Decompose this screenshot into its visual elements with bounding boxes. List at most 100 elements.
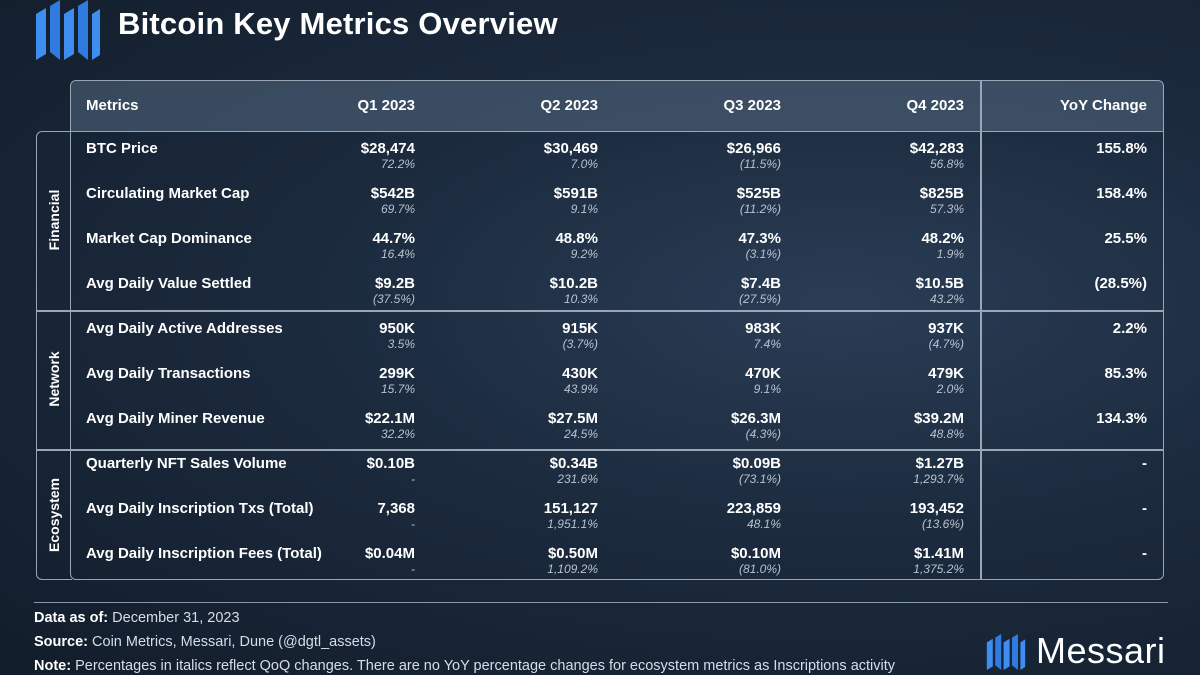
qoq-change: 7.4% <box>753 337 781 351</box>
yoy-value: 85.3% <box>1104 365 1147 382</box>
qoq-change: 3.5% <box>387 337 415 351</box>
qoq-change: 32.2% <box>380 427 415 441</box>
qoq-change: 1,951.1% <box>547 517 598 531</box>
qoq-change: 2.0% <box>936 382 964 396</box>
yoy-value: - <box>1142 500 1147 517</box>
metric-label: Avg Daily Inscription Fees (Total) <box>86 545 322 562</box>
metric-value: 937K <box>928 320 964 337</box>
footer-note-value: Percentages in italics reflect QoQ chang… <box>71 658 896 674</box>
footer-source: Source: Coin Metrics, Messari, Dune (@dg… <box>34 634 376 650</box>
metric-value: $1.41M <box>913 545 964 562</box>
qoq-change: 48.1% <box>746 517 781 531</box>
section-label-financial: Financial <box>46 189 62 251</box>
metric-value: 48.2% <box>921 230 964 247</box>
qoq-change: (73.1%) <box>738 472 781 486</box>
yoy-value: 25.5% <box>1104 230 1147 247</box>
qoq-change: (27.5%) <box>738 292 781 306</box>
metric-value: 44.7% <box>372 230 415 247</box>
qoq-change: 7.0% <box>570 157 598 171</box>
metric-label: Avg Daily Inscription Txs (Total) <box>86 500 314 517</box>
metric-value: $825B <box>919 185 964 202</box>
metric-value: $9.2B <box>374 275 415 292</box>
qoq-change: 72.2% <box>380 157 415 171</box>
metric-value: $525B <box>736 185 781 202</box>
metric-value: $39.2M <box>913 410 964 427</box>
header-metrics: Metrics <box>86 97 139 114</box>
qoq-change: 43.2% <box>929 292 964 306</box>
qoq-change: 1,109.2% <box>547 562 598 576</box>
qoq-change: - <box>411 517 415 531</box>
metric-value: $42,283 <box>909 140 964 157</box>
metric-value: $27.5M <box>547 410 598 427</box>
metric-label: Avg Daily Active Addresses <box>86 320 283 337</box>
section-divider-ecosystem <box>36 449 1164 451</box>
qoq-change: 9.1% <box>753 382 781 396</box>
yoy-value: 155.8% <box>1096 140 1147 157</box>
metric-value: $28,474 <box>360 140 415 157</box>
qoq-change: (4.7%) <box>928 337 964 351</box>
metric-value: $10.2B <box>549 275 598 292</box>
qoq-change: 24.5% <box>563 427 598 441</box>
header-yoy: YoY Change <box>1060 97 1147 114</box>
qoq-change: (81.0%) <box>738 562 781 576</box>
metric-value: $542B <box>370 185 415 202</box>
yoy-value: - <box>1142 455 1147 472</box>
metric-value: $1.27B <box>915 455 964 472</box>
header-q2: Q2 2023 <box>540 97 598 114</box>
brand-name: Messari <box>1036 630 1166 671</box>
metric-value: $0.04M <box>364 545 415 562</box>
metric-value: 48.8% <box>555 230 598 247</box>
metric-label: Circulating Market Cap <box>86 185 250 202</box>
messari-logo-icon <box>36 0 100 60</box>
metric-label: BTC Price <box>86 140 158 157</box>
section-label-frame <box>36 131 72 580</box>
footer-divider <box>34 602 1168 603</box>
metric-value: $26,966 <box>726 140 781 157</box>
qoq-change: (4.3%) <box>745 427 781 441</box>
header-q1: Q1 2023 <box>357 97 415 114</box>
metric-value: $0.50M <box>547 545 598 562</box>
qoq-change: (11.5%) <box>739 157 781 171</box>
header-q3: Q3 2023 <box>723 97 781 114</box>
yoy-value: 2.2% <box>1112 320 1147 337</box>
metric-value: 223,859 <box>726 500 781 517</box>
messari-brand-icon <box>986 634 1026 670</box>
yoy-value: - <box>1142 545 1147 562</box>
metric-value: $0.10B <box>366 455 415 472</box>
metric-value: 7,368 <box>377 500 415 517</box>
metric-value: $26.3M <box>730 410 781 427</box>
qoq-change: (11.2%) <box>739 202 781 216</box>
qoq-change: 1,375.2% <box>913 562 964 576</box>
qoq-change: 9.2% <box>570 247 598 261</box>
qoq-change: - <box>411 472 415 486</box>
footer-source-label: Source: <box>34 634 88 650</box>
qoq-change: (37.5%) <box>372 292 415 306</box>
metric-label: Quarterly NFT Sales Volume <box>86 455 287 472</box>
metric-value: 299K <box>379 365 415 382</box>
qoq-change: 56.8% <box>929 157 964 171</box>
yoy-value: 134.3% <box>1096 410 1147 427</box>
metric-value: 151,127 <box>543 500 598 517</box>
metric-value: 193,452 <box>909 500 964 517</box>
page-title: Bitcoin Key Metrics Overview <box>118 6 558 41</box>
metric-value: $0.10M <box>730 545 781 562</box>
qoq-change: (13.6%) <box>921 517 964 531</box>
qoq-change: 16.4% <box>380 247 415 261</box>
qoq-change: (3.7%) <box>562 337 598 351</box>
footer-source-value: Coin Metrics, Messari, Dune (@dgtl_asset… <box>88 634 376 650</box>
table-frame <box>70 80 1164 580</box>
metric-value: $0.09B <box>732 455 781 472</box>
metric-label: Avg Daily Value Settled <box>86 275 252 292</box>
metric-value: 983K <box>745 320 781 337</box>
yoy-value: 158.4% <box>1096 185 1147 202</box>
qoq-change: 1,293.7% <box>913 472 964 486</box>
qoq-change: 57.3% <box>929 202 964 216</box>
qoq-change: 1.9% <box>936 247 964 261</box>
footer-date-value: December 31, 2023 <box>108 610 240 626</box>
metric-value: $591B <box>553 185 598 202</box>
qoq-change: 15.7% <box>380 382 415 396</box>
metric-value: 950K <box>379 320 415 337</box>
qoq-change: 9.1% <box>570 202 598 216</box>
qoq-change: 231.6% <box>557 472 598 486</box>
footer-date: Data as of: December 31, 2023 <box>34 610 240 626</box>
